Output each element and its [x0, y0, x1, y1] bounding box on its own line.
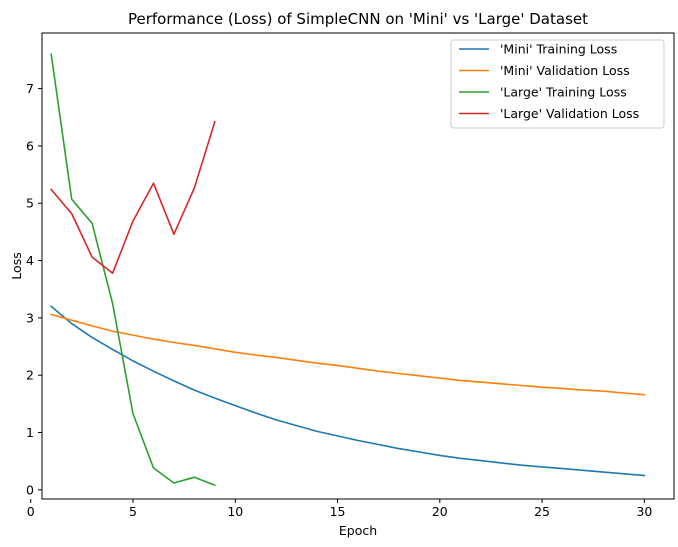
legend-label-1: 'Mini' Validation Loss	[500, 63, 630, 78]
y-tick-label: 2	[26, 368, 34, 383]
x-tick-label: 20	[432, 504, 448, 519]
x-axis-ticks: 0 5 10 15 20 25 30	[27, 499, 652, 519]
x-tick-label: 0	[27, 504, 35, 519]
y-tick-label: 5	[26, 196, 34, 211]
series-line-0	[50, 305, 646, 477]
chart-title: Performance (Loss) of SimpleCNN on 'Mini…	[128, 10, 588, 28]
x-tick-label: 10	[227, 504, 243, 519]
legend-items: 'Mini' Training Loss 'Mini' Validation Lo…	[459, 42, 639, 121]
y-tick-label: 6	[26, 138, 34, 153]
legend-label-3: 'Large' Validation Loss	[500, 106, 639, 121]
series-line-1	[50, 313, 646, 396]
y-axis-ticks: 0 1 2 3 4 5 6 7	[26, 81, 42, 497]
y-tick-label: 7	[26, 81, 34, 96]
series-line-2	[50, 53, 216, 487]
legend-box	[450, 39, 665, 129]
legend: 'Mini' Training Loss 'Mini' Validation Lo…	[450, 39, 665, 129]
series-line-3	[50, 120, 216, 275]
x-tick-label: 30	[636, 504, 652, 519]
y-axis-label: Loss	[9, 252, 24, 279]
x-tick-label: 15	[330, 504, 346, 519]
y-tick-label: 1	[26, 425, 34, 440]
plot-frame	[41, 32, 675, 500]
x-axis-label: Epoch	[339, 523, 377, 538]
x-tick-label: 5	[129, 504, 137, 519]
y-tick-label: 4	[26, 253, 34, 268]
y-tick-label: 0	[26, 482, 34, 497]
legend-label-0: 'Mini' Training Loss	[500, 42, 617, 57]
y-tick-label: 3	[26, 310, 34, 325]
x-tick-label: 25	[534, 504, 550, 519]
legend-label-2: 'Large' Training Loss	[500, 85, 627, 100]
series-layer	[50, 53, 646, 487]
